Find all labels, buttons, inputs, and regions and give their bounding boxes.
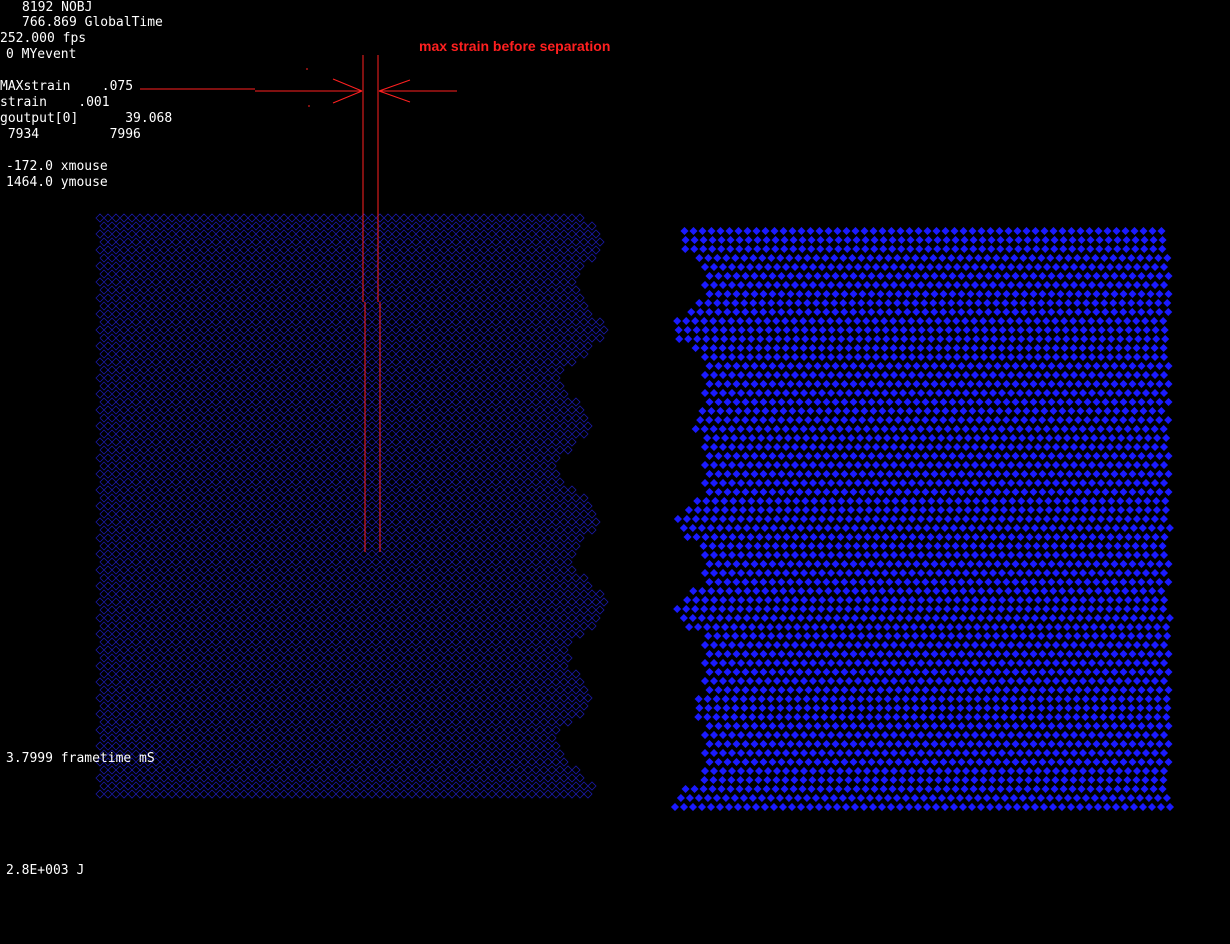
left-particle-block: [95, 213, 609, 799]
myevent-readout: 0 MYevent: [6, 47, 77, 62]
left-particles: [95, 213, 609, 799]
strain-readout: strain .001: [0, 95, 110, 110]
strain-annotation-lines: [140, 55, 457, 552]
ymouse-readout: 1464.0 ymouse: [6, 175, 108, 190]
xmouse-readout: -172.0 xmouse: [6, 159, 108, 174]
object-ids-readout: 7934 7996: [0, 127, 141, 142]
nobj-readout: 8192 NOBJ: [22, 0, 93, 15]
maxstrain-readout: MAXstrain .075: [0, 79, 134, 94]
right-particles: [670, 226, 1175, 812]
global-time-readout: 766.869 GlobalTime: [22, 15, 163, 30]
energy-readout: 2.8E+003 J: [6, 863, 85, 878]
annotation-title: max strain before separation: [419, 38, 611, 54]
frametime-readout: 3.7999 frametime mS: [6, 751, 155, 766]
goutput-readout: goutput[0] 39.068: [0, 111, 173, 126]
right-particle-block: [670, 226, 1175, 812]
fps-readout: 252.000 fps: [0, 31, 87, 46]
